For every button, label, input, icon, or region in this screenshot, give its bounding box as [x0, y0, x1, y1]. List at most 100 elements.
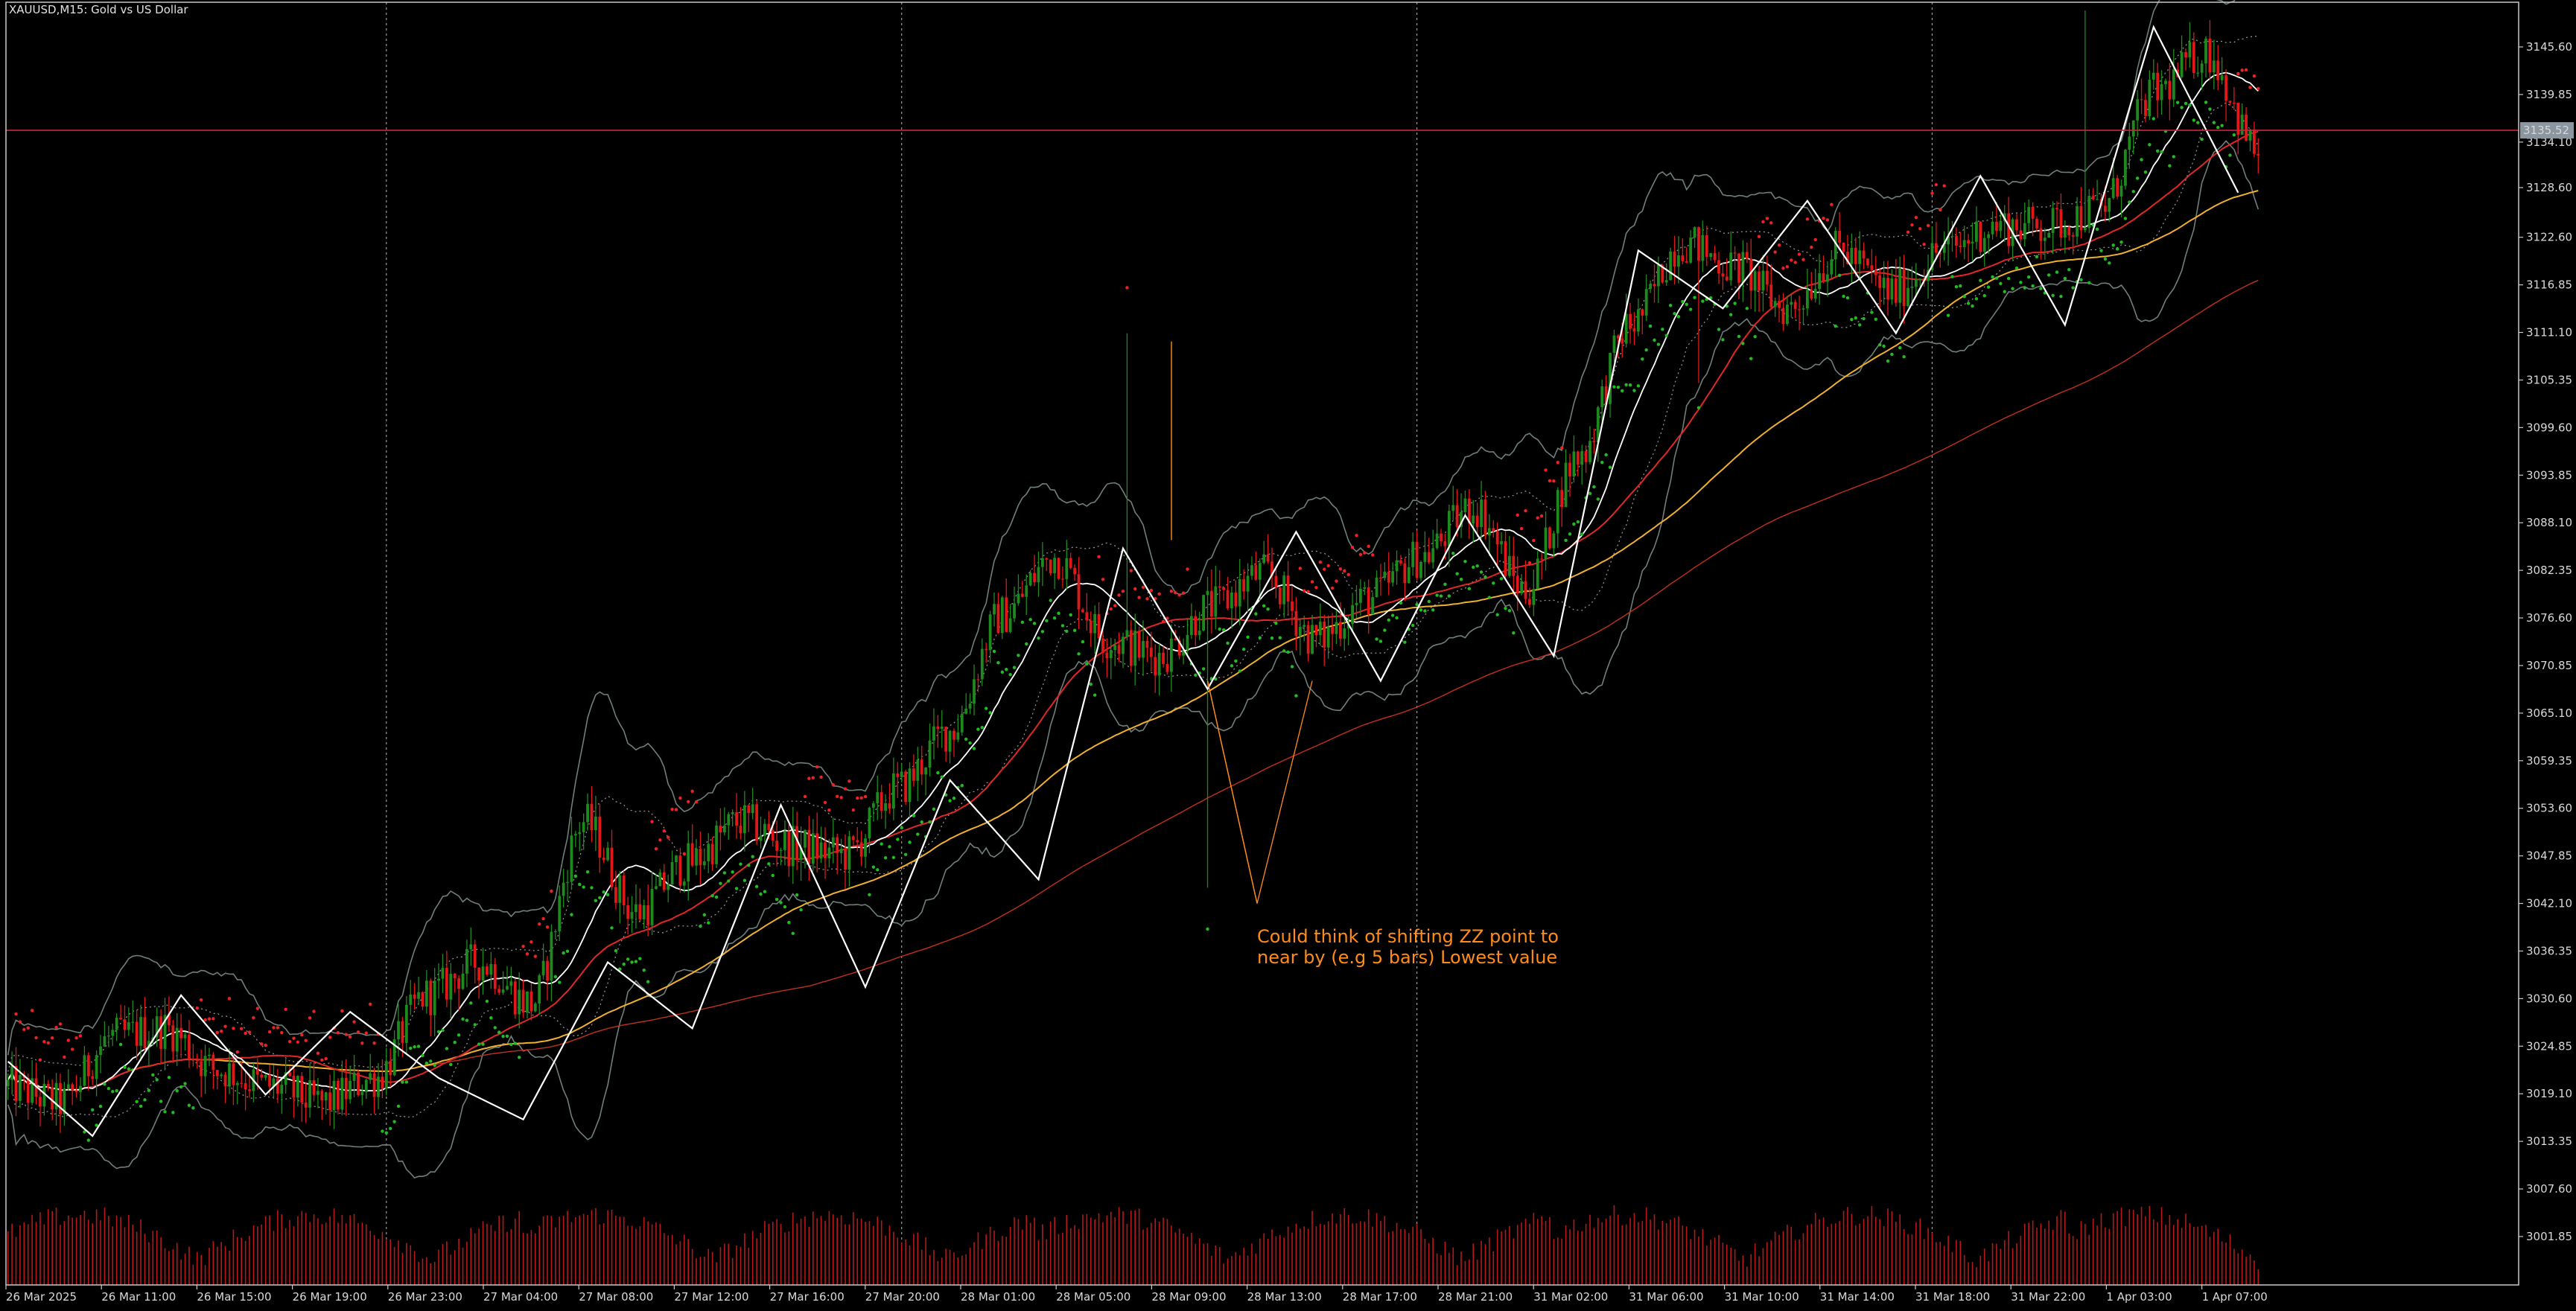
- candle-body: [1781, 307, 1785, 325]
- sar-dot-bull: [1717, 328, 1721, 331]
- sar-dot-bull: [702, 913, 707, 917]
- sar-dot-bull: [742, 878, 747, 882]
- sar-dot-bull: [1495, 613, 1499, 616]
- candle-body: [2156, 72, 2160, 101]
- candle-body: [646, 905, 650, 925]
- candle-body: [1979, 221, 1982, 252]
- sar-dot-bear: [1129, 569, 1133, 572]
- time-tick-label: 26 Mar 11:00: [101, 1290, 176, 1304]
- time-tick-label: 26 Mar 2025: [6, 1290, 77, 1304]
- candle-body: [1669, 251, 1673, 281]
- candle-body: [1069, 558, 1072, 568]
- sar-dot-bull: [2026, 275, 2031, 279]
- sar-dot-bull: [469, 1001, 473, 1005]
- sar-dot-bear: [843, 787, 847, 791]
- sar-dot-bull: [1946, 313, 1950, 317]
- sar-dot-bull: [1206, 927, 1209, 931]
- candle-body: [988, 614, 992, 651]
- candle-body: [1427, 552, 1431, 563]
- sar-dot-bull: [409, 1046, 413, 1050]
- candle-body: [791, 826, 795, 867]
- candle-body: [26, 1077, 30, 1103]
- candle-body: [1298, 627, 1302, 636]
- sar-dot-bull: [585, 870, 590, 874]
- candle-body: [1129, 630, 1133, 666]
- sar-dot-bull: [497, 1030, 501, 1034]
- candle-body: [1375, 577, 1378, 597]
- sar-dot-bull: [1648, 324, 1653, 328]
- sar-dot-bull: [2216, 126, 2220, 130]
- candle-body: [980, 648, 984, 680]
- price-tick-label: 3082.35: [2526, 564, 2572, 577]
- candle-body: [695, 849, 698, 866]
- candle-body: [2051, 208, 2055, 233]
- candle-body: [1894, 278, 1898, 303]
- sar-dot-bear: [58, 1022, 63, 1026]
- candle-body: [486, 966, 489, 975]
- candle-body: [2236, 102, 2240, 135]
- sar-dot-bear: [38, 1058, 42, 1062]
- candle-body: [2240, 115, 2244, 135]
- candle-body: [1274, 575, 1278, 588]
- sar-dot-bear: [662, 829, 666, 833]
- candle-body: [1399, 560, 1402, 564]
- sar-dot-bull: [610, 926, 614, 930]
- candle-body: [1737, 253, 1740, 283]
- candle-body: [1085, 612, 1089, 621]
- candle-body: [586, 803, 589, 823]
- candle-body: [1701, 235, 1705, 261]
- price-tick-label: 3065.10: [2526, 706, 2572, 720]
- sar-dot-bull: [1572, 522, 1576, 526]
- candle-body: [2027, 207, 2031, 223]
- sar-dot-bear: [1113, 604, 1117, 607]
- sar-dot-bull: [401, 1080, 404, 1084]
- sar-dot-bull: [103, 1082, 106, 1086]
- candle-body: [948, 730, 952, 752]
- candle-body: [1649, 284, 1652, 290]
- candle-body: [1000, 597, 1004, 634]
- sar-dot-bull: [139, 1104, 143, 1109]
- sar-dot-bull: [1882, 344, 1886, 348]
- sar-dot-bull: [920, 820, 923, 824]
- sar-dot-bull: [2023, 286, 2026, 290]
- sar-dot-bull: [1230, 664, 1234, 668]
- sar-dot-bear: [1137, 596, 1141, 599]
- sar-dot-bull: [1492, 581, 1495, 585]
- sar-dot-bear: [678, 796, 682, 800]
- plot-frame: [5, 1, 2519, 1286]
- sar-dot-bull: [779, 901, 783, 905]
- sar-dot-bull: [1378, 639, 1383, 643]
- candle-body: [304, 1102, 308, 1108]
- price-tick-label: 3042.10: [2526, 897, 2572, 910]
- sar-dot-bear: [851, 808, 856, 812]
- candle-body: [417, 992, 420, 999]
- annotation-line-text: near by (e.g 5 bars) Lowest value: [1257, 947, 1557, 968]
- candle-body: [1520, 581, 1524, 593]
- sar-dot-bull: [1258, 636, 1262, 639]
- sar-dot-bull: [936, 771, 940, 775]
- sar-dot-bear: [292, 1036, 296, 1040]
- candle-body: [1991, 221, 1994, 235]
- sar-dot-bear: [1181, 591, 1186, 595]
- candle-body: [115, 1018, 118, 1030]
- candle-body: [783, 831, 786, 850]
- candle-body: [2087, 196, 2091, 229]
- candle-body: [2096, 199, 2099, 200]
- sar-dot-bull: [1624, 383, 1628, 387]
- candle-body: [1512, 555, 1516, 576]
- sar-dot-bear: [650, 820, 654, 823]
- sar-dot-bear: [1813, 237, 1817, 242]
- sar-dot-bull: [1842, 294, 1845, 299]
- sar-dot-bull: [1854, 316, 1857, 320]
- sar-dot-bull: [513, 1042, 517, 1045]
- sar-dot-bull: [900, 826, 903, 830]
- candle-body: [807, 829, 811, 864]
- sar-dot-bull: [175, 1088, 179, 1093]
- price-tick-label: 3019.10: [2526, 1087, 2572, 1100]
- candle-body: [1440, 533, 1443, 542]
- candle-body: [795, 826, 799, 861]
- sar-dot-bull: [1065, 629, 1069, 634]
- candle-body: [626, 905, 630, 919]
- time-tick-label: 31 Mar 10:00: [1725, 1290, 1799, 1304]
